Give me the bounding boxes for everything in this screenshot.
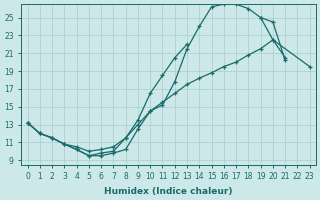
X-axis label: Humidex (Indice chaleur): Humidex (Indice chaleur) bbox=[104, 187, 233, 196]
